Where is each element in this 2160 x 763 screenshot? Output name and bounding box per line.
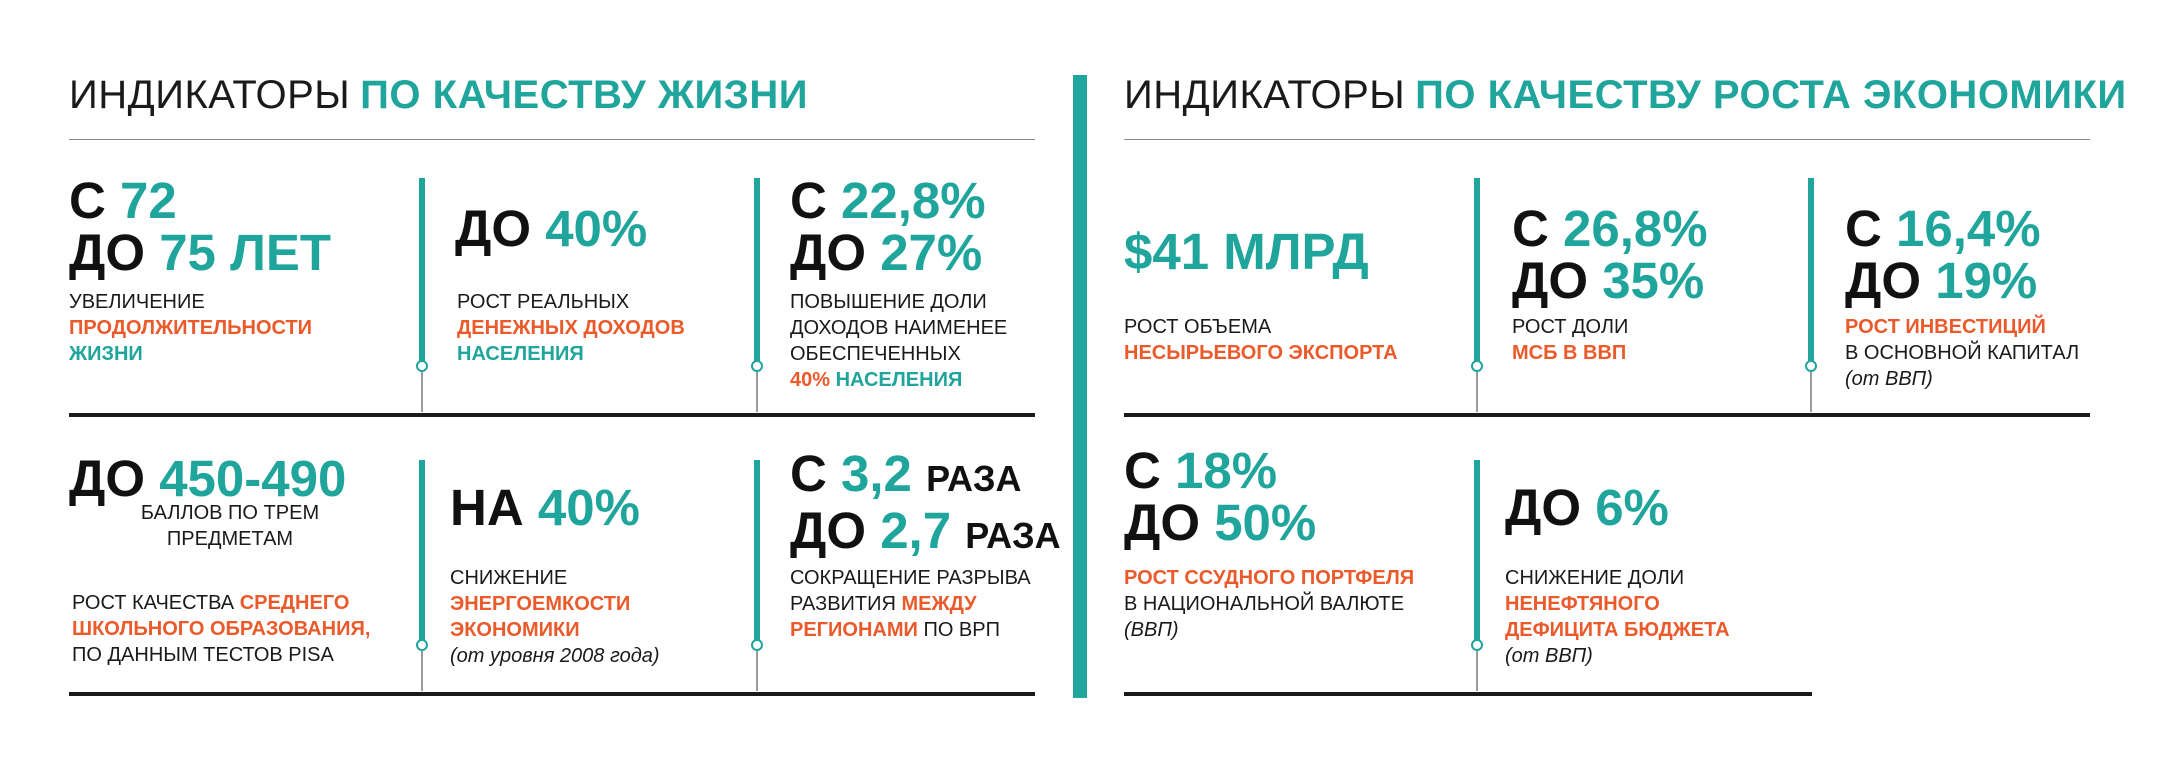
energy-intensity-desc: СНИЖЕНИЕ ЭНЕРГОЕМКОСТИ ЭКОНОМИКИ (от уро…: [450, 567, 660, 667]
budget-deficit-desc: СНИЖЕНИЕ ДОЛИ НЕНЕФТЯНОГО ДЕФИЦИТА БЮДЖЕ…: [1505, 567, 1730, 667]
right-row-divider: [1124, 413, 2090, 417]
income-growth-desc: РОСТ РЕАЛЬНЫХ ДЕНЕЖНЫХ ДОХОДОВ НАСЕЛЕНИЯ: [457, 291, 685, 365]
right-divider-3: [1471, 460, 1483, 651]
life-expectancy-value: С 72 ДО 75 ЛЕТ: [69, 172, 332, 281]
left-title-divider: [69, 139, 1035, 140]
life-expectancy-desc: УВЕЛИЧЕНИЕ ПРОДОЛЖИТЕЛЬНОСТИ ЖИЗНИ: [69, 291, 313, 365]
left-divider-1: [416, 178, 428, 372]
regional-gap-desc: СОКРАЩЕНИЕ РАЗРЫВА РАЗВИТИЯ МЕЖДУ РЕГИОН…: [790, 567, 1031, 641]
loan-portfolio-value: С 18% ДО 50%: [1124, 442, 1317, 551]
left-title-bold: ПО КАЧЕСТВУ ЖИЗНИ: [360, 73, 808, 117]
right-divider-2: [1805, 178, 1817, 372]
income-share-value: С 22,8% ДО 27%: [790, 172, 986, 281]
export-desc: РОСТ ОБЪЕМА НЕСЫРЬЕВОГО ЭКСПОРТА: [1124, 316, 1398, 364]
right-section-title: ИНДИКАТОРЫ ПО КАЧЕСТВУ РОСТА ЭКОНОМИКИ: [1124, 70, 2127, 120]
right-title-bold: ПО КАЧЕСТВУ РОСТА ЭКОНОМИКИ: [1415, 73, 2127, 117]
regional-gap-value: С 3,2 РАЗА ДО 2,7 РАЗА: [790, 445, 1061, 559]
center-separator: [1073, 75, 1087, 698]
education-quality-desc: РОСТ КАЧЕСТВА СРЕДНЕГО ШКОЛЬНОГО ОБРАЗОВ…: [72, 592, 371, 666]
right-divider-3-stem: [1476, 651, 1478, 691]
left-divider-4-stem: [756, 651, 758, 691]
budget-deficit-value: ДО 6%: [1505, 479, 1669, 536]
left-row-divider: [69, 413, 1035, 417]
left-divider-2: [751, 178, 763, 372]
left-bottom-divider: [69, 692, 1035, 696]
right-divider-2-stem: [1810, 372, 1812, 412]
export-value: $41 МЛРД: [1124, 223, 1369, 280]
left-title-light: ИНДИКАТОРЫ: [69, 73, 351, 117]
left-divider-3-stem: [421, 651, 423, 691]
sme-share-desc: РОСТ ДОЛИ МСБ В ВВП: [1512, 316, 1629, 364]
right-divider-1-stem: [1476, 372, 1478, 412]
right-title-light: ИНДИКАТОРЫ: [1124, 73, 1406, 117]
investment-value: С 16,4% ДО 19%: [1845, 200, 2041, 309]
sme-share-value: С 26,8% ДО 35%: [1512, 200, 1708, 309]
right-bottom-divider: [1124, 692, 1812, 696]
left-divider-1-stem: [421, 372, 423, 412]
energy-intensity-value: НА 40%: [450, 479, 640, 536]
income-share-desc: ПОВЫШЕНИЕ ДОЛИ ДОХОДОВ НАИМЕНЕЕ ОБЕСПЕЧЕ…: [790, 291, 1008, 391]
income-growth-value: ДО 40%: [455, 200, 648, 257]
right-divider-1: [1471, 178, 1483, 372]
education-score-value: ДО 450-490: [69, 450, 347, 507]
left-divider-4: [751, 460, 763, 651]
left-section-title: ИНДИКАТОРЫ ПО КАЧЕСТВУ ЖИЗНИ: [69, 70, 808, 120]
education-score-sub: БАЛЛОВ ПО ТРЕМ ПРЕДМЕТАМ: [140, 502, 320, 550]
investment-desc: РОСТ ИНВЕСТИЦИЙ В ОСНОВНОЙ КАПИТАЛ (от В…: [1845, 316, 2080, 390]
left-divider-3: [416, 460, 428, 651]
loan-portfolio-desc: РОСТ ССУДНОГО ПОРТФЕЛЯ В НАЦИОНАЛЬНОЙ ВА…: [1124, 567, 1415, 641]
right-title-divider: [1124, 139, 2090, 140]
left-divider-2-stem: [756, 372, 758, 412]
